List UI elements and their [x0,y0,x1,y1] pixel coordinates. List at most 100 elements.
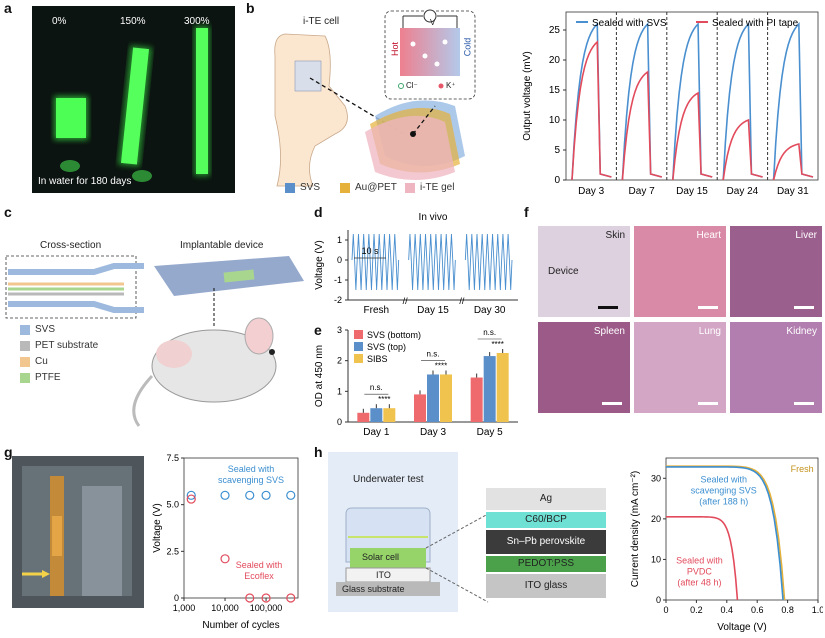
jv-curve-1 [666,466,784,601]
series-line-1 [621,70,663,181]
x-tick-label: 0.2 [690,605,703,615]
panel-g-photo [12,456,144,608]
y-tick-label: 10 [651,554,661,564]
x-category-label: Day 15 [676,186,708,197]
label-pvdc-2: (after 48 h) [677,577,721,587]
chart-title: In vivo [419,212,448,223]
tile-lung: Lung [634,322,726,413]
chart-h-jv: 0 10 20 30 0 0.2 0.4 0.6 0.8 1.0 Voltage (V) Curren… [630,457,823,633]
x-axis-label: Voltage (V) [717,622,766,633]
point-1-0 [186,494,196,504]
bar-0-1 [414,394,426,422]
bar-0-2 [470,377,483,422]
label-svs-2: (after 188 h) [699,496,748,506]
x-category-label: Day 1 [363,427,390,438]
x-category-label: Day 5 [477,427,504,438]
layer-ag: Ag [486,488,606,510]
point-1-4 [286,593,296,603]
wrist-shape [274,33,348,187]
x-tick-label: 100,000 [250,603,283,613]
x-category-label: Day 3 [578,186,605,197]
panel-label-a: a [4,0,12,16]
x-tick-label: 0 [663,605,668,615]
legend-swatch-0 [354,330,363,339]
tile-kidney: Kidney [730,322,822,413]
legend-c-pet: PET substrate [20,340,98,351]
panel-label-f: f [524,204,529,220]
device-title: Implantable device [180,240,264,251]
y-tick-label: 20 [549,55,561,66]
y-axis-label: Current density (mA cm⁻²) [630,471,641,587]
panel-c-schematic: Cross-section Implantable device SVS PET… [4,226,309,441]
strain-label-300: 300% [184,16,210,27]
chart-d-in-vivo: In vivo -2 -1 0 1 Voltage (V) Fresh Day 15 // Day… [314,212,518,316]
ito-label: ITO [376,570,391,580]
i-te-schematic [274,9,476,187]
point-1-2 [245,593,255,603]
y-tick-label: 3 [337,325,342,335]
glowing-fibers [54,26,210,182]
x-tick-label: 0.8 [781,605,794,615]
hot-label: Hot [390,41,401,57]
y-axis-label: Voltage (V) [314,240,325,289]
layer-pedot: PEDOT:PSS [486,556,606,572]
label-svs-0: Sealed with [700,474,747,484]
x-tick-label: 0.4 [721,605,734,615]
strain-label-150: 150% [120,16,146,27]
y-tick-label: 1 [337,235,342,245]
tile-heart: Heart [634,226,726,317]
point-1-1 [220,554,230,564]
point-0-0 [186,490,196,500]
chart-g-cycles: 0 2.5 5.0 7.5 1,000 10,000 100,000 Number of cy… [152,453,299,631]
i-te-cell-label: i-TE cell [303,16,340,27]
point-0-2 [245,490,255,500]
x-tick-label: 1,000 [173,603,196,613]
y-tick-label: 0 [337,255,342,265]
ns-label: n.s. [370,383,383,392]
series-line-0 [772,21,814,181]
voltage-trace-2 [464,233,513,291]
bar-2-1 [440,374,452,422]
plot-frame [183,457,299,599]
y-tick-label: 0 [174,593,179,603]
panel-label-h: h [314,444,323,460]
bar-1-1 [427,374,439,422]
y-tick-label: 0 [554,175,560,186]
x-category-label: Day 7 [629,186,656,197]
series-line-1 [722,118,763,181]
series-line-0 [722,21,763,181]
y-tick-label: 10 [549,115,561,126]
strain-label-0: 0% [52,16,67,27]
layer-perovskite: Sn–Pb perovskite [486,530,606,554]
x-axis-label: Number of cycles [202,620,279,631]
legend-c-cu: Cu [20,356,48,367]
label-pvdc-1: PVDC [687,566,713,576]
panel-label-g: g [4,444,13,460]
ns-label: n.s. [427,349,440,358]
label-eco-1: Sealed with [236,560,283,570]
voltage-trace-0 [351,233,400,291]
voltmeter-label: V [430,18,436,27]
x-category-label: Day 15 [417,305,449,316]
legend-label: SVS (top) [367,342,406,352]
label-svs-2: scavenging SVS [218,475,284,485]
y-tick-label: 2.5 [166,546,179,556]
plot-frame [665,457,819,601]
y-tick-label: 2 [337,356,342,366]
x-tick-label: 0.6 [751,605,764,615]
legend-svs: SVS [285,182,320,193]
axis-break: // [403,296,409,306]
panel-h-schematic: Underwater test Solar cell ITO Glass sub… [328,452,628,612]
y-tick-label: 1 [337,386,342,396]
label-svs-1: scavenging SVS [691,485,757,495]
tile-skin: Skin Device [538,226,630,317]
label-pvdc-0: Sealed with [676,555,723,565]
panel-b-schematic: i-TE cell V Hot Cold Cl⁻ K⁺ SVS Au@PET i… [255,6,510,196]
legend-c-svs: SVS [20,324,55,335]
legend-label: Sealed with PI tape [712,18,799,29]
ns-label: n.s. [483,328,496,337]
series-line-0 [672,21,713,181]
label-svs-1: Sealed with [228,464,275,474]
panel-label-d: d [314,204,323,220]
solar-cell-label: Solar cell [362,552,400,562]
